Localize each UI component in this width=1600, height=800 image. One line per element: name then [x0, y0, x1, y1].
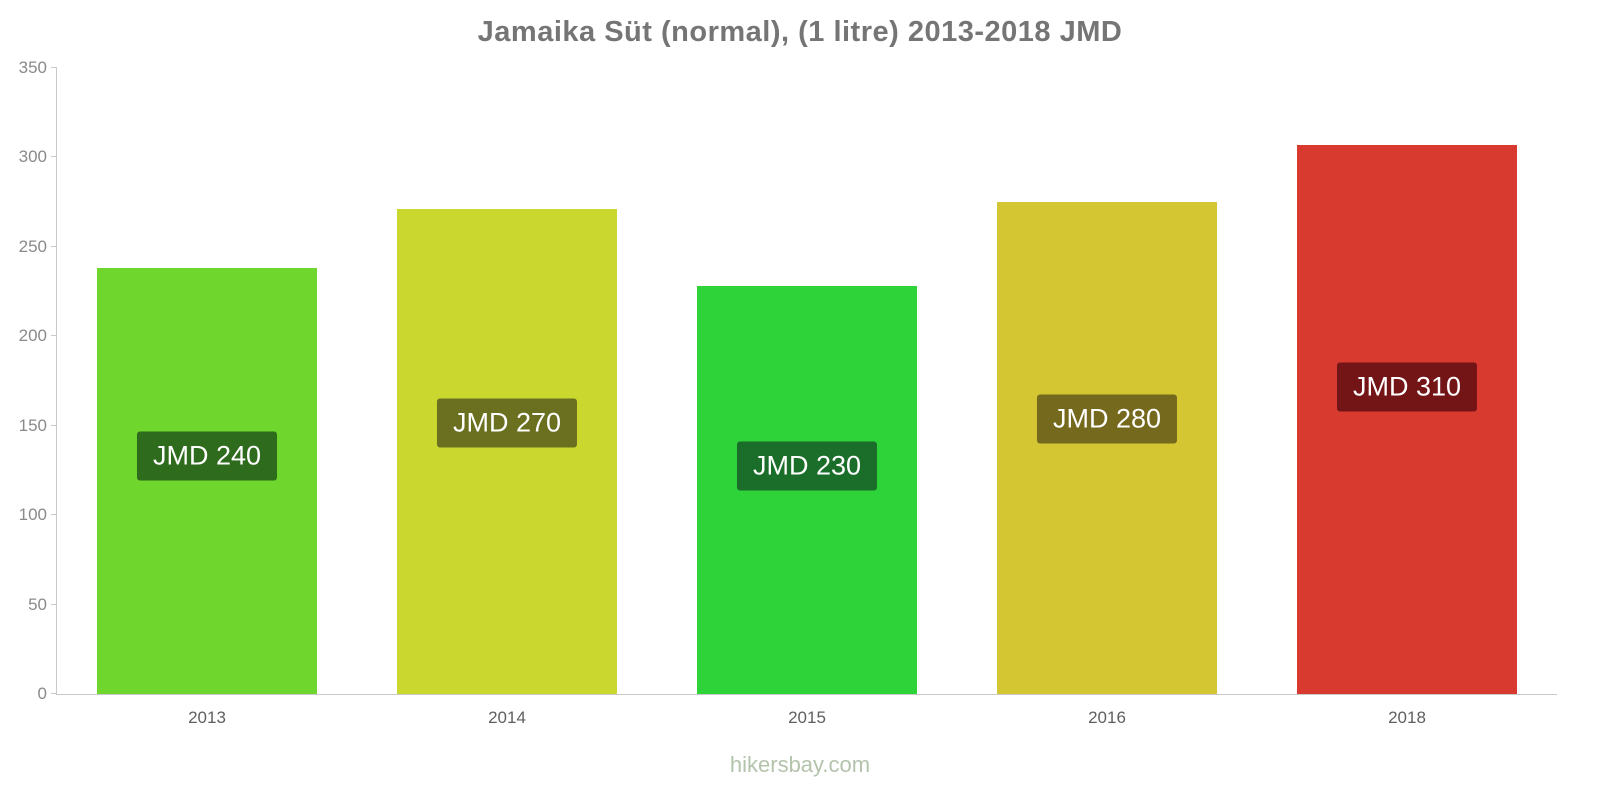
bar-value-label-2018: JMD 310: [1336, 362, 1478, 412]
bar-value-label-2015: JMD 230: [736, 441, 878, 491]
bar-2013: JMD 240: [96, 268, 317, 694]
chart-title: Jamaika Süt (normal), (1 litre) 2013-201…: [477, 16, 1123, 48]
plot-area: 0 50 100 150 200 250 300 350 JMD 240 2013 JMD 270 2…: [19, 58, 1557, 727]
watermark-hikersbay: hikersbay.com: [729, 752, 871, 777]
y-axis-tick-mark: [51, 424, 57, 426]
y-axis-tick-label: 150: [18, 415, 47, 435]
x-axis-label-2018: 2018: [1388, 708, 1426, 727]
y-axis-tick-label: 300: [18, 147, 47, 167]
bar-value-label-2016: JMD 280: [1036, 394, 1178, 444]
y-axis-tick-mark: [51, 514, 57, 516]
bar-2015: JMD 230: [696, 286, 917, 694]
y-axis-tick-label: 100: [18, 505, 47, 525]
bar-2016: JMD 280: [996, 202, 1217, 694]
bar-2014: JMD 270: [396, 209, 617, 694]
bar-value-label-2014: JMD 270: [436, 398, 578, 448]
x-axis-label-2016: 2016: [1088, 708, 1126, 727]
bar-2018: JMD 310: [1296, 144, 1517, 694]
y-axis-tick-mark: [51, 245, 57, 247]
y-axis-tick-label: 50: [28, 594, 47, 614]
y-axis-tick-mark: [51, 335, 57, 337]
y-axis-tick-mark: [51, 156, 57, 158]
y-axis-tick-label: 0: [37, 684, 47, 703]
y-axis-tick-mark: [51, 603, 57, 605]
y-axis-tick-label: 200: [18, 326, 47, 346]
y-axis-tick-label: 350: [18, 58, 47, 77]
y-axis-tick-label: 250: [18, 236, 47, 256]
bar-value-label-2013: JMD 240: [136, 431, 278, 481]
y-axis-tick-mark: [51, 67, 57, 68]
y-axis-tick-mark: [51, 693, 57, 694]
x-axis-label-2015: 2015: [788, 708, 826, 727]
x-axis-label-2013: 2013: [188, 708, 226, 727]
x-axis-label-2014: 2014: [488, 708, 526, 727]
